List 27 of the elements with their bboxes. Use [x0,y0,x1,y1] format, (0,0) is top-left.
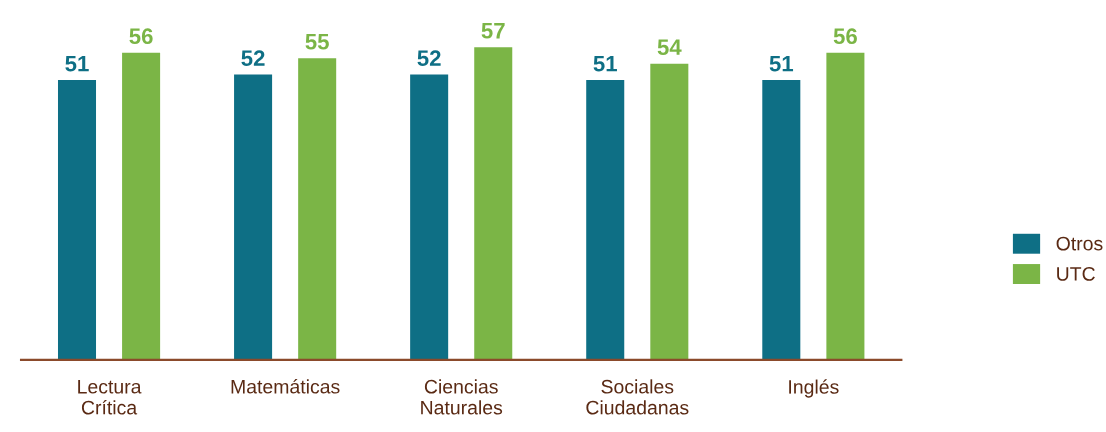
data-label: 56 [129,28,153,45]
data-label: 56 [833,28,857,45]
data-label: 51 [593,56,617,72]
bar [122,52,161,360]
data-label: 52 [241,50,265,67]
bar [474,47,513,360]
bar [410,74,449,360]
data-label: 52 [417,50,441,67]
legend-label: Otros [1056,236,1103,251]
x-tick-label: Ciencias Naturales [421,379,503,415]
bar [298,58,337,360]
bar [650,63,689,360]
bar [826,52,865,360]
data-label: 51 [65,56,89,72]
bar [586,80,625,360]
bar [234,74,273,360]
x-tick-label: Inglés [789,379,839,398]
x-tick-label: Sociales Ciudadanas [586,379,689,415]
x-tick-label: Lectura Crítica [78,380,142,415]
bar [57,80,97,360]
data-label: 57 [481,23,505,39]
bar [762,80,801,360]
data-label: 55 [305,34,329,50]
data-label: 51 [769,56,794,72]
data-label: 54 [657,39,682,56]
x-tick-label: Matemáticas [231,379,340,394]
legend-label: UTC [1057,267,1095,281]
